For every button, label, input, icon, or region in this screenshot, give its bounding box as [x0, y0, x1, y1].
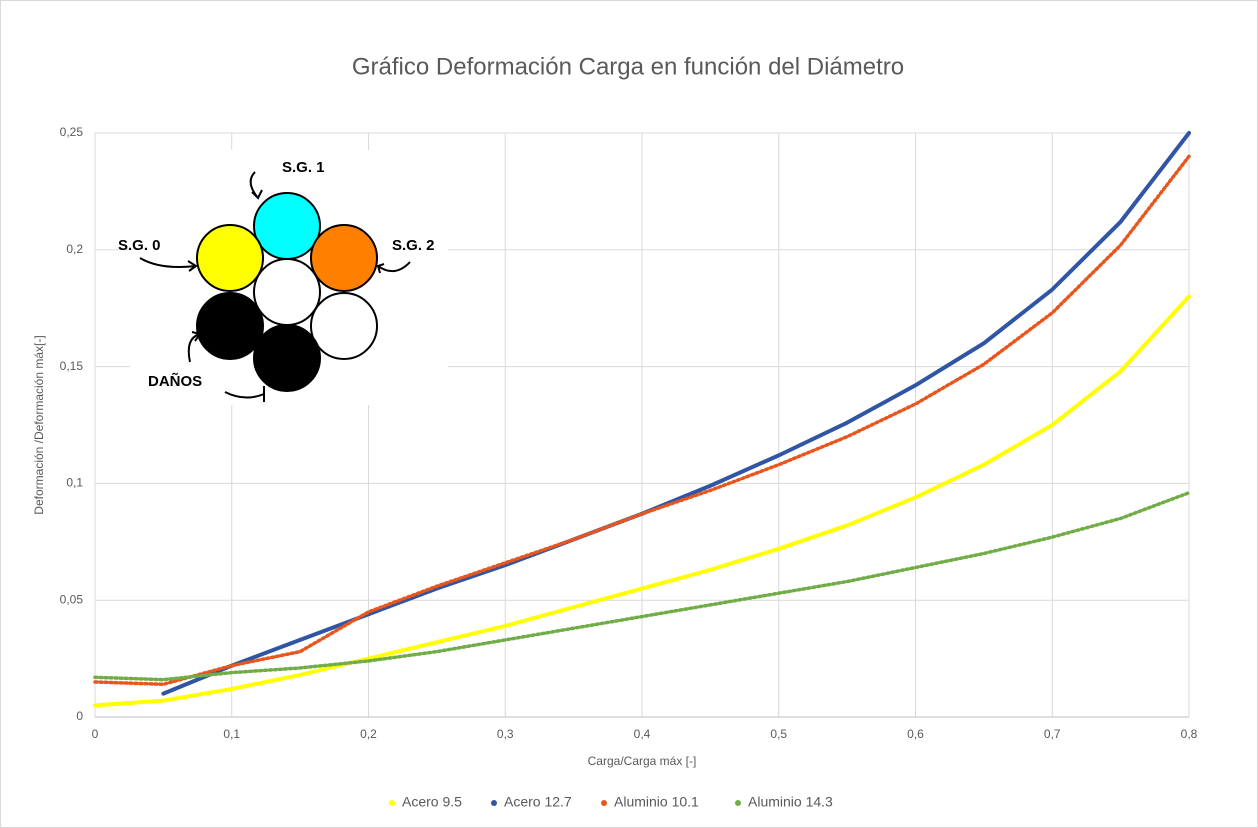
- series-line: [93, 490, 1191, 682]
- y-tick-label: 0,25: [60, 125, 84, 139]
- plot: [93, 131, 1191, 708]
- annotation: S.G. 2: [392, 237, 435, 254]
- y-tick-label: 0,2: [66, 242, 83, 256]
- strand: [196, 224, 264, 292]
- y-tick-label: 0,05: [60, 592, 84, 606]
- x-tick-label: 0,7: [1044, 727, 1061, 741]
- legend-marker: [735, 800, 741, 806]
- x-tick-label: 0,4: [634, 727, 651, 741]
- inset-diagram: S.G. 1 S.G. 0 S.G. 2 DAÑOS: [118, 150, 448, 405]
- arrow: [376, 261, 411, 274]
- legend-marker: [389, 800, 395, 806]
- legend-marker: [601, 800, 607, 806]
- y-tick-label: 0,1: [66, 476, 83, 490]
- x-tick-label: 0,8: [1181, 727, 1198, 741]
- annotation: S.G. 0: [118, 237, 161, 254]
- x-tick-label: 0: [92, 727, 99, 741]
- annotation: DAÑOS: [148, 372, 202, 390]
- annotation: S.G. 1: [282, 159, 325, 176]
- legend-label: Aluminio 10.1: [614, 794, 699, 810]
- x-tick-label: 0,1: [223, 727, 240, 741]
- y-tick-label: 0: [76, 709, 83, 723]
- arrow: [139, 257, 198, 272]
- strand: [310, 292, 378, 360]
- y-axis-label: Deformación /Deformación máx[-]: [32, 335, 46, 514]
- x-tick-label: 0,5: [770, 727, 787, 741]
- legend-label: Acero 9.5: [402, 794, 462, 810]
- strand: [253, 192, 321, 260]
- strand: [253, 324, 321, 392]
- x-tick-label: 0,2: [360, 727, 377, 741]
- legend-label: Acero 12.7: [504, 794, 572, 810]
- legend-label: Aluminio 14.3: [748, 794, 833, 810]
- x-axis-label: Carga/Carga máx [-]: [588, 754, 697, 768]
- strand: [196, 292, 264, 360]
- arrow: [249, 171, 263, 200]
- x-tick-label: 0,6: [907, 727, 924, 741]
- legend: Acero 9.5 Acero 12.7 Aluminio 10.1 Aluminio…: [389, 794, 833, 810]
- strand: [253, 258, 321, 326]
- x-tick-label: 0,3: [497, 727, 514, 741]
- legend-marker: [491, 800, 497, 806]
- strand: [310, 224, 378, 292]
- series-line: [161, 131, 1191, 696]
- chart-title: Gráfico Deformación Carga en función del…: [352, 53, 904, 80]
- series-line: [93, 154, 1191, 687]
- arrow: [187, 331, 202, 363]
- y-tick-label: 0,15: [60, 359, 84, 373]
- arrow: [224, 386, 265, 402]
- series-line: [93, 294, 1191, 708]
